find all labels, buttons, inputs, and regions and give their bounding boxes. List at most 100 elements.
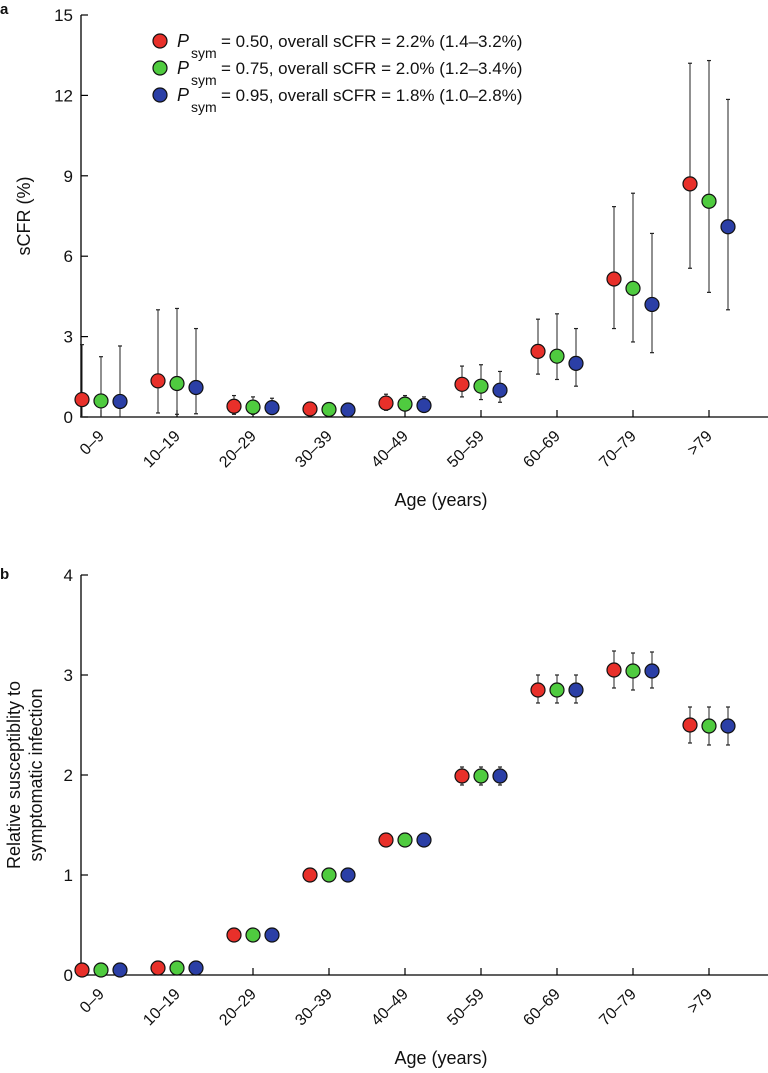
data-point [169,960,185,976]
x-tick-label: 20–29 [216,986,260,1030]
legend-sub: sym [191,72,217,88]
data-point [340,402,356,418]
data-point [492,382,508,398]
y-axis-label: symptomatic infection [26,688,46,861]
legend-marker [152,33,168,49]
data-point [644,296,660,313]
x-tick-label: 10–19 [140,986,184,1030]
data-point [625,280,641,296]
legend-marker [152,87,168,103]
data-point [226,398,242,414]
data-point [150,373,166,389]
y-tick-label: 0 [64,408,73,427]
data-point [112,962,128,978]
panel-label: a [0,1,9,18]
legend-label: = 0.75, overall sCFR = 2.0% (1.2–3.4%) [221,59,522,78]
data-point [454,376,470,392]
data-point [74,391,90,408]
data-point [568,355,584,371]
data-point [245,399,261,415]
data-point [549,682,565,698]
data-point [321,401,337,418]
data-point [492,768,508,784]
x-tick-label: 70–79 [596,986,640,1030]
data-point [682,176,698,192]
data-point [530,343,546,359]
data-point [378,832,394,848]
x-tick-label: 60–69 [520,428,564,472]
y-tick-label: 4 [64,566,73,585]
x-tick-label: 30–39 [292,986,336,1030]
data-point [568,682,584,698]
data-point [112,393,128,410]
y-tick-label: 0 [64,966,73,985]
legend-sub: sym [191,99,217,115]
legend-var: P [177,58,189,78]
data-point [397,396,413,412]
y-tick-label: 1 [64,866,73,885]
data-point [720,718,736,734]
x-tick-label: 60–69 [520,986,564,1030]
x-tick-label: 40–49 [368,428,412,472]
x-tick-label: 10–19 [140,428,184,472]
data-point [226,927,242,943]
x-tick-label: 50–59 [444,428,488,472]
data-point [530,682,546,698]
x-tick-label: 0–9 [77,986,108,1017]
data-point [416,397,432,414]
data-point [682,717,698,733]
data-point [454,768,470,784]
data-point [473,378,489,394]
x-tick-label: >79 [685,428,716,459]
y-axis-label: Relative susceptiblity to [4,681,24,869]
data-point [169,375,185,392]
x-tick-label: >79 [685,986,716,1017]
y-tick-label: 15 [54,6,73,25]
y-tick-label: 3 [64,328,73,347]
x-axis-label: Age (years) [394,490,487,510]
data-point [74,962,90,978]
y-tick-label: 3 [64,666,73,685]
data-point [644,663,660,679]
y-tick-label: 12 [54,86,73,105]
data-point [93,962,109,978]
legend-var: P [177,85,189,105]
data-point [245,927,261,943]
x-tick-label: 30–39 [292,428,336,472]
y-axis-label: sCFR (%) [14,177,34,256]
data-point [188,379,204,396]
x-tick-label: 40–49 [368,986,412,1030]
data-point [473,768,489,784]
data-point [302,867,318,883]
data-point [340,867,356,883]
data-point [701,193,717,209]
data-point [606,271,622,287]
y-tick-label: 9 [64,167,73,186]
legend-marker [152,60,168,76]
legend-sub: sym [191,45,217,61]
legend-var: P [177,31,189,51]
data-point [264,400,280,416]
data-point [150,960,166,976]
legend-label: = 0.95, overall sCFR = 1.8% (1.0–2.8%) [221,86,522,105]
data-point [625,663,641,679]
data-point [701,718,717,734]
x-tick-label: 70–79 [596,428,640,472]
data-point [397,832,413,848]
data-point [416,832,432,848]
x-axis-label: Age (years) [394,1048,487,1068]
data-point [720,219,736,235]
x-tick-label: 0–9 [77,428,108,459]
x-tick-label: 50–59 [444,986,488,1030]
y-tick-label: 6 [64,247,73,266]
legend-label: = 0.50, overall sCFR = 2.2% (1.4–3.2%) [221,32,522,51]
y-tick-label: 2 [64,766,73,785]
data-point [549,348,565,364]
data-point [321,867,337,883]
data-point [264,927,280,943]
data-point [93,393,109,409]
x-tick-label: 20–29 [216,428,260,472]
data-point [188,960,204,976]
